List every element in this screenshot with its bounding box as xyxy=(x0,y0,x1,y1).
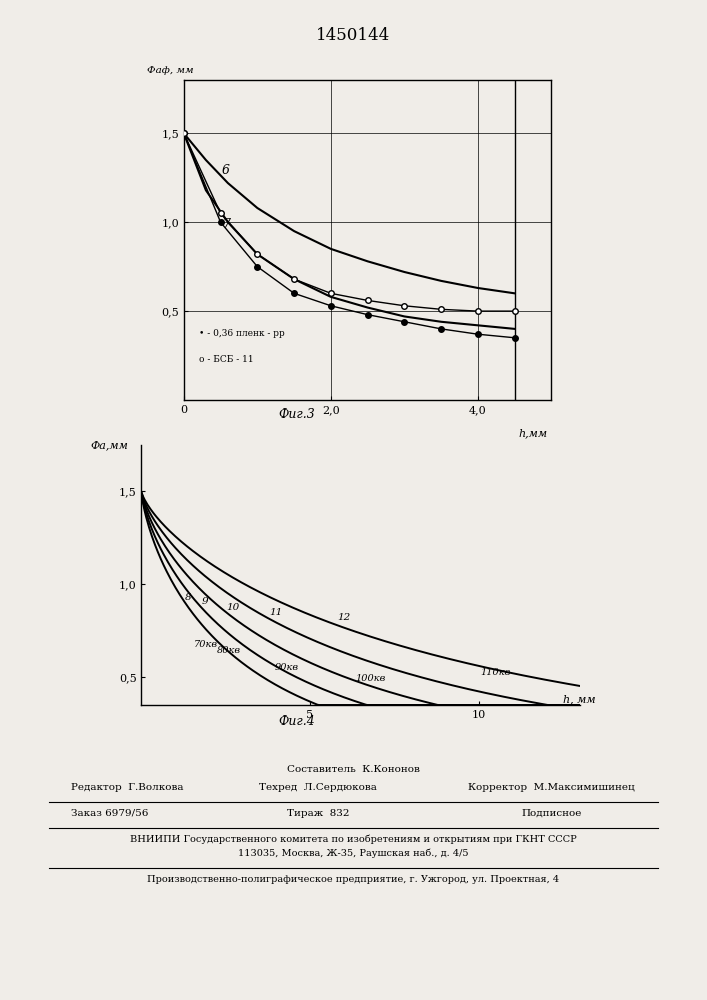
Text: ВНИИПИ Государственного комитета по изобретениям и открытиям при ГКНТ СССР: ВНИИПИ Государственного комитета по изоб… xyxy=(130,834,577,844)
Text: o - БСБ - 11: o - БСБ - 11 xyxy=(199,355,253,364)
Text: 12: 12 xyxy=(337,613,351,622)
Text: Фа,мм: Фа,мм xyxy=(90,441,129,451)
Text: Производственно-полиграфическое предприятие, г. Ужгород, ул. Проектная, 4: Производственно-полиграфическое предприя… xyxy=(148,875,559,884)
Text: 100кв: 100кв xyxy=(356,674,386,683)
Text: Тираж  832: Тираж 832 xyxy=(287,809,349,818)
Text: h, мм: h, мм xyxy=(563,694,595,704)
Text: Редактор  Г.Волкова: Редактор Г.Волкова xyxy=(71,783,183,792)
Text: 7: 7 xyxy=(222,218,230,231)
Text: 10: 10 xyxy=(226,603,239,612)
Text: 11: 11 xyxy=(269,608,283,617)
Text: 113035, Москва, Ж-35, Раушская наб., д. 4/5: 113035, Москва, Ж-35, Раушская наб., д. … xyxy=(238,848,469,858)
Text: 90кв: 90кв xyxy=(274,663,298,672)
Text: 1450144: 1450144 xyxy=(316,26,391,43)
Text: 110кв: 110кв xyxy=(480,668,510,677)
Text: 80кв: 80кв xyxy=(217,646,241,655)
Text: Фиг.3: Фиг.3 xyxy=(279,408,315,421)
Text: h,мм: h,мм xyxy=(518,428,547,438)
Text: 70кв: 70кв xyxy=(194,640,218,649)
Text: Составитель  К.Кононов: Составитель К.Кононов xyxy=(287,765,420,774)
Text: 6: 6 xyxy=(222,164,230,177)
Text: • - 0,36 пленк - рр: • - 0,36 пленк - рр xyxy=(199,329,284,338)
Text: Фаф, мм: Фаф, мм xyxy=(147,66,194,75)
Text: Фиг.4: Фиг.4 xyxy=(279,715,315,728)
Text: Корректор  М.Максимишинец: Корректор М.Максимишинец xyxy=(468,783,635,792)
Text: Подписное: Подписное xyxy=(521,809,582,818)
Text: 9: 9 xyxy=(202,597,209,606)
Text: Техред  Л.Сердюкова: Техред Л.Сердюкова xyxy=(259,783,377,792)
Text: 8: 8 xyxy=(185,593,192,602)
Text: Заказ 6979/56: Заказ 6979/56 xyxy=(71,809,148,818)
